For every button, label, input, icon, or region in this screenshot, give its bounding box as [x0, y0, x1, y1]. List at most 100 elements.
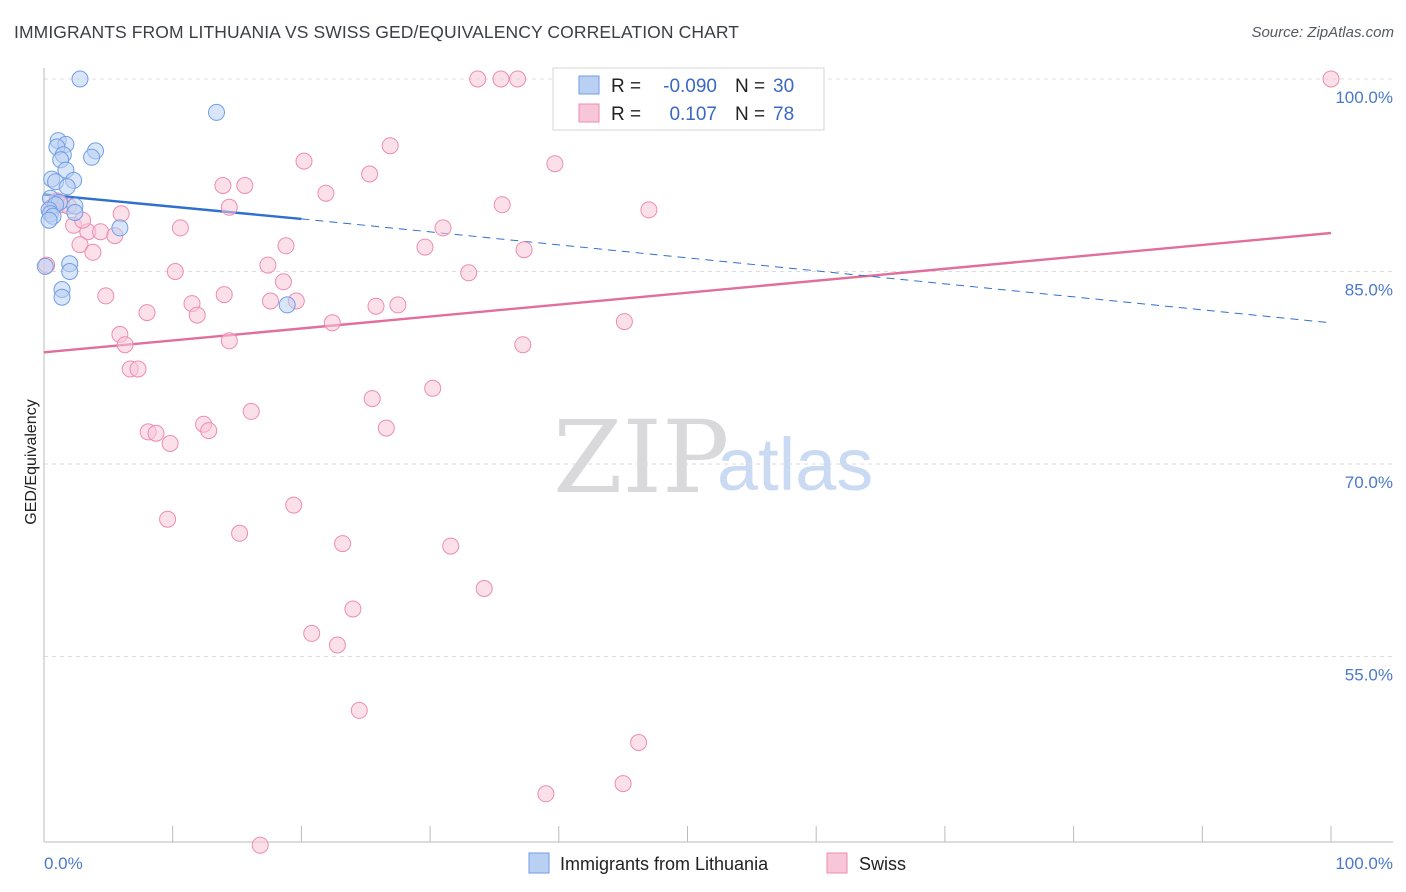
- point-swiss-31: [166, 263, 184, 280]
- point-lithuania-1: [208, 103, 225, 121]
- point-swiss-6: [381, 137, 399, 155]
- point-swiss-26: [277, 237, 295, 255]
- point-swiss-52: [363, 390, 381, 408]
- point-swiss-35: [215, 286, 233, 304]
- point-swiss-61: [159, 510, 177, 528]
- point-swiss-76: [112, 205, 130, 223]
- y-tick-label-3: 55.0%: [1345, 666, 1393, 685]
- point-swiss-66: [344, 600, 362, 618]
- point-swiss-14: [640, 201, 658, 219]
- trend-line-lithuania-extension: [301, 218, 1332, 324]
- point-swiss-8: [546, 155, 564, 173]
- legend-n-value-1: 30: [773, 76, 794, 97]
- legend-swatch-swiss: [578, 103, 600, 123]
- point-swiss-44: [615, 313, 633, 331]
- point-swiss-23: [92, 223, 110, 241]
- point-swiss-25: [71, 236, 89, 254]
- point-swiss-50: [129, 360, 147, 378]
- point-swiss-12: [317, 184, 335, 202]
- point-swiss-62: [231, 524, 249, 542]
- point-swiss-55: [200, 422, 218, 440]
- point-lithuania-22: [40, 211, 58, 229]
- point-swiss-28: [515, 241, 533, 259]
- point-swiss-13: [493, 196, 511, 214]
- point-swiss-1: [492, 70, 510, 88]
- watermark-zip: ZIP: [553, 399, 729, 516]
- point-lithuania-13: [58, 178, 76, 196]
- y-tick-label-0: 100.0%: [1335, 88, 1393, 107]
- point-swiss-69: [350, 701, 368, 719]
- point-swiss-7: [295, 152, 313, 170]
- trend-line-lithuania: [43, 193, 302, 221]
- gridlines: [44, 78, 1393, 657]
- series-legend: Immigrants from Lithuania Swiss: [528, 852, 906, 874]
- legend-r-value-2: 0.107: [669, 104, 717, 125]
- series-legend-label-swiss: Swiss: [859, 854, 906, 874]
- point-lithuania-25: [61, 263, 79, 280]
- point-swiss-59: [161, 435, 179, 452]
- point-swiss-63: [334, 535, 352, 553]
- series-legend-label-lithuania: Immigrants from Lithuania: [560, 854, 769, 874]
- legend-swatch-lithuania: [578, 75, 600, 95]
- trend-lines: [43, 193, 1332, 354]
- chart-title: IMMIGRANTS FROM LITHUANIA VS SWISS GED/E…: [14, 22, 740, 42]
- point-swiss-30: [259, 256, 277, 274]
- y-tick-labels: 100.0% 85.0% 70.0% 55.0%: [1335, 88, 1393, 685]
- point-swiss-57: [147, 424, 165, 442]
- point-lithuania-29: [36, 257, 54, 275]
- trend-line-swiss: [43, 231, 1332, 354]
- series-legend-swatch-swiss: [826, 852, 848, 874]
- point-swiss-33: [274, 273, 292, 291]
- y-axis-label: GED/Equivalency: [23, 399, 40, 524]
- point-swiss-19: [434, 219, 452, 237]
- point-swiss-42: [138, 304, 156, 322]
- x-tick-label-left: 0.0%: [44, 854, 83, 873]
- point-swiss-51: [424, 379, 442, 397]
- point-swiss-39: [367, 297, 385, 315]
- legend-r-value-1: -0.090: [663, 76, 717, 97]
- source-label: Source: ZipAtlas.com: [1251, 24, 1394, 41]
- x-tick-label-right: 100.0%: [1335, 854, 1393, 873]
- stats-legend: R = -0.090 N = 30 R = 0.107 N = 78: [552, 67, 825, 131]
- point-lithuania-0: [71, 70, 89, 88]
- point-swiss-60: [285, 496, 303, 514]
- series-lithuania: [36, 70, 296, 314]
- point-swiss-53: [242, 402, 260, 420]
- point-swiss-65: [475, 580, 493, 597]
- point-swiss-29: [84, 243, 102, 261]
- point-swiss-43: [323, 314, 341, 332]
- point-swiss-71: [614, 775, 632, 793]
- point-swiss-67: [303, 624, 321, 642]
- legend-n-label-2: N =: [735, 104, 765, 125]
- point-lithuania-7: [83, 148, 101, 166]
- data-points: [36, 70, 1340, 854]
- y-tick-label-2: 70.0%: [1345, 473, 1393, 492]
- point-swiss-46: [220, 332, 238, 350]
- point-swiss-27: [416, 238, 434, 256]
- point-swiss-5: [1322, 70, 1340, 88]
- point-swiss-70: [630, 734, 648, 751]
- legend-n-value-2: 78: [773, 104, 794, 125]
- point-swiss-9: [361, 165, 379, 183]
- point-swiss-32: [460, 264, 478, 282]
- point-swiss-11: [236, 177, 254, 194]
- point-swiss-15: [220, 198, 238, 216]
- point-swiss-58: [377, 419, 395, 437]
- legend-r-label-2: R =: [611, 104, 641, 125]
- y-tick-label-1: 85.0%: [1345, 281, 1393, 300]
- point-swiss-47: [116, 336, 134, 354]
- point-swiss-10: [214, 177, 232, 194]
- series-legend-swatch-lithuania: [528, 852, 550, 874]
- point-lithuania-20: [66, 204, 84, 221]
- point-swiss-73: [251, 836, 269, 854]
- legend-n-label-1: N =: [735, 76, 765, 97]
- point-swiss-36: [262, 292, 279, 310]
- legend-r-label-1: R =: [611, 76, 641, 97]
- point-lithuania-23: [111, 219, 129, 237]
- point-lithuania-27: [53, 288, 71, 306]
- point-swiss-64: [442, 537, 460, 555]
- point-swiss-40: [389, 296, 407, 314]
- watermark: ZIP atlas: [553, 399, 873, 516]
- point-swiss-34: [97, 287, 115, 305]
